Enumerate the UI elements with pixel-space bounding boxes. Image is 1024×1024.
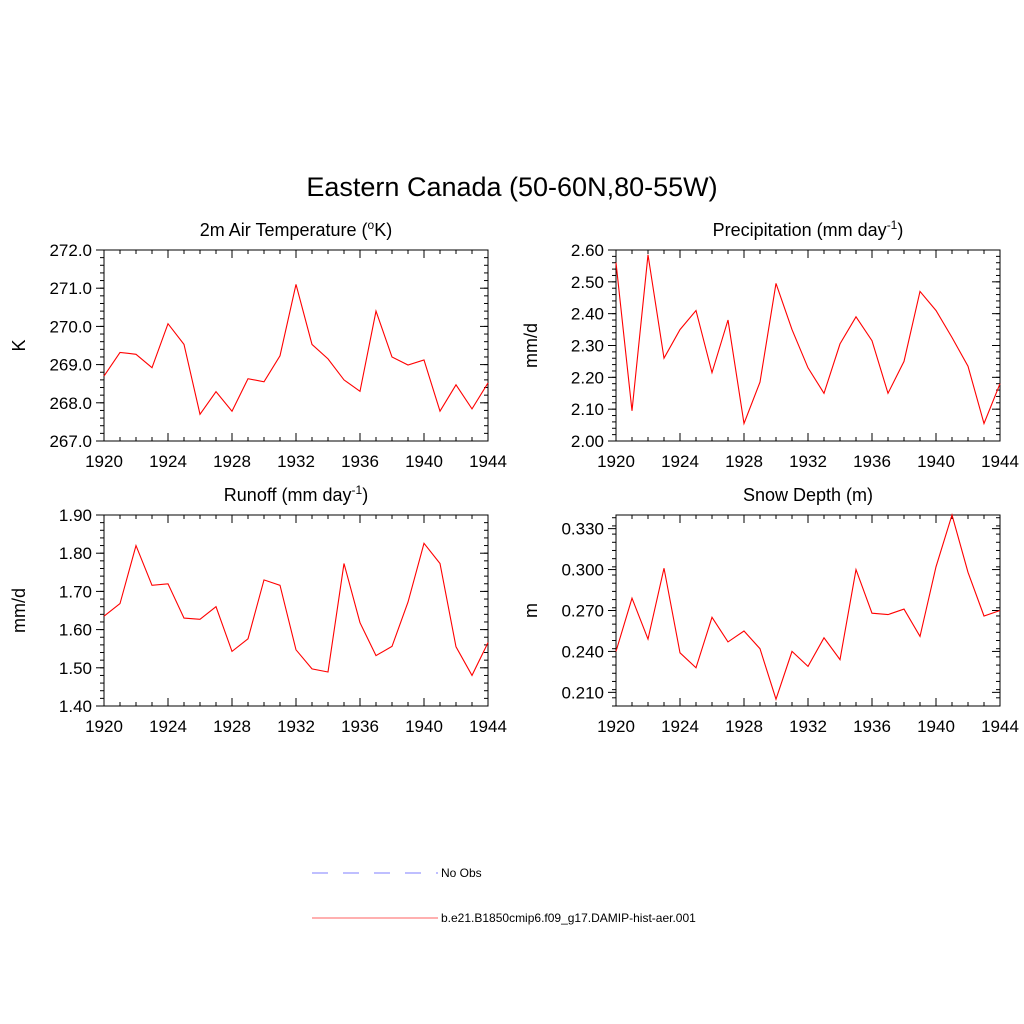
y-tick-label: 0.270 bbox=[561, 602, 604, 621]
x-tick-label: 1944 bbox=[469, 452, 507, 471]
y-tick-label: 2.40 bbox=[571, 305, 604, 324]
y-tick-label: 0.210 bbox=[561, 683, 604, 702]
y-tick-label: 2.20 bbox=[571, 368, 604, 387]
y-tick-label: 2.50 bbox=[571, 273, 604, 292]
x-tick-label: 1924 bbox=[661, 717, 699, 736]
panel-2: Precipitation (mm day-1) mm/d 1920 1924 1928… bbox=[521, 218, 1019, 471]
y-axis-label: mm/d bbox=[521, 323, 541, 368]
y-tick-label: 1.80 bbox=[59, 544, 92, 563]
x-tick-label: 1928 bbox=[213, 717, 251, 736]
x-tick-label: 1924 bbox=[661, 452, 699, 471]
y-tick-label: 2.10 bbox=[571, 400, 604, 419]
y-tick-label: 272.0 bbox=[49, 241, 92, 260]
plot-frame bbox=[103, 514, 489, 707]
x-tick-label: 1920 bbox=[597, 717, 635, 736]
series-line-1 bbox=[103, 542, 489, 677]
panel-3: Runoff (mm day-1) mm/d 1920 1924 1928 1932 193… bbox=[9, 483, 507, 736]
panels: 2m Air Temperature (oK) K 1920 1924 1928 1932… bbox=[9, 218, 1019, 736]
y-tick-label: 0.300 bbox=[561, 561, 604, 580]
x-tick-label: 1924 bbox=[149, 717, 187, 736]
series-line-1 bbox=[615, 254, 1001, 426]
y-tick-label: 1.70 bbox=[59, 582, 92, 601]
x-tick-label: 1920 bbox=[85, 452, 123, 471]
y-tick-label: 270.0 bbox=[49, 317, 92, 336]
x-tick-label: 1932 bbox=[789, 717, 827, 736]
y-tick-label: 1.40 bbox=[59, 697, 92, 716]
y-tick-label: 268.0 bbox=[49, 394, 92, 413]
x-tick-label: 1936 bbox=[853, 717, 891, 736]
x-tick-label: 1920 bbox=[597, 452, 635, 471]
series-line-1 bbox=[103, 284, 489, 416]
panel-title-text: 2m Air Temperature ( bbox=[200, 220, 368, 240]
y-axis-label: m bbox=[521, 603, 541, 618]
x-tick-label: 1920 bbox=[85, 717, 123, 736]
y-tick-label: 1.60 bbox=[59, 621, 92, 640]
series-line-1 bbox=[615, 513, 1001, 701]
x-tick-label: 1928 bbox=[213, 452, 251, 471]
panel-title-superscript: -1 bbox=[352, 483, 363, 497]
x-tick-label: 1924 bbox=[149, 452, 187, 471]
x-tick-label: 1944 bbox=[981, 717, 1019, 736]
plot-frame bbox=[615, 514, 1001, 707]
panel-title-superscript: -1 bbox=[887, 218, 898, 232]
panel-title-tail: ) bbox=[897, 220, 903, 240]
legend-model-label: b.e21.B1850cmip6.f09_g17.DAMIP-hist-aer.… bbox=[441, 911, 696, 925]
panel-title: Runoff (mm day-1) bbox=[224, 483, 368, 505]
panel-4: Snow Depth (m) m 1920 1924 1928 1932 1936 1940 1… bbox=[521, 485, 1019, 736]
y-axis-label: mm/d bbox=[9, 588, 29, 633]
y-tick-label: 271.0 bbox=[49, 279, 92, 298]
panel-1: 2m Air Temperature (oK) K 1920 1924 1928 1932… bbox=[9, 218, 507, 471]
x-tick-label: 1928 bbox=[725, 717, 763, 736]
x-tick-label: 1944 bbox=[469, 717, 507, 736]
x-tick-label: 1936 bbox=[853, 452, 891, 471]
x-tick-label: 1932 bbox=[277, 452, 315, 471]
x-tick-label: 1936 bbox=[341, 452, 379, 471]
x-tick-label: 1944 bbox=[981, 452, 1019, 471]
y-tick-label: 0.240 bbox=[561, 642, 604, 661]
x-tick-label: 1940 bbox=[917, 452, 955, 471]
y-tick-label: 2.00 bbox=[571, 432, 604, 451]
panel-title-tail: ) bbox=[362, 485, 368, 505]
y-tick-label: 0.330 bbox=[561, 520, 604, 539]
panel-title-text: Precipitation (mm day bbox=[713, 220, 887, 240]
legend: No Obs b.e21.B1850cmip6.f09_g17.DAMIP-hi… bbox=[312, 866, 696, 925]
x-tick-label: 1932 bbox=[789, 452, 827, 471]
panel-title: 2m Air Temperature (oK) bbox=[200, 218, 392, 240]
x-tick-label: 1940 bbox=[405, 717, 443, 736]
x-tick-label: 1940 bbox=[405, 452, 443, 471]
y-tick-label: 267.0 bbox=[49, 432, 92, 451]
y-tick-label: 1.90 bbox=[59, 506, 92, 525]
y-tick-label: 2.30 bbox=[571, 337, 604, 356]
y-tick-label: 269.0 bbox=[49, 356, 92, 375]
y-tick-label: 2.60 bbox=[571, 241, 604, 260]
panel-title-tail: K) bbox=[374, 220, 392, 240]
plot-frame bbox=[103, 249, 489, 442]
legend-obs-label: No Obs bbox=[441, 866, 482, 880]
panel-title-text: Snow Depth (m) bbox=[743, 485, 873, 505]
x-tick-label: 1940 bbox=[917, 717, 955, 736]
panel-title: Precipitation (mm day-1) bbox=[713, 218, 904, 240]
y-axis-label: K bbox=[9, 339, 29, 351]
x-tick-label: 1936 bbox=[341, 717, 379, 736]
plot-frame bbox=[615, 249, 1001, 442]
panel-title-superscript: o bbox=[368, 218, 375, 232]
panel-title: Snow Depth (m) bbox=[743, 485, 873, 505]
x-tick-label: 1932 bbox=[277, 717, 315, 736]
y-tick-label: 1.50 bbox=[59, 659, 92, 678]
panel-title-text: Runoff (mm day bbox=[224, 485, 352, 505]
x-tick-label: 1928 bbox=[725, 452, 763, 471]
figure-title: Eastern Canada (50-60N,80-55W) bbox=[306, 172, 717, 202]
